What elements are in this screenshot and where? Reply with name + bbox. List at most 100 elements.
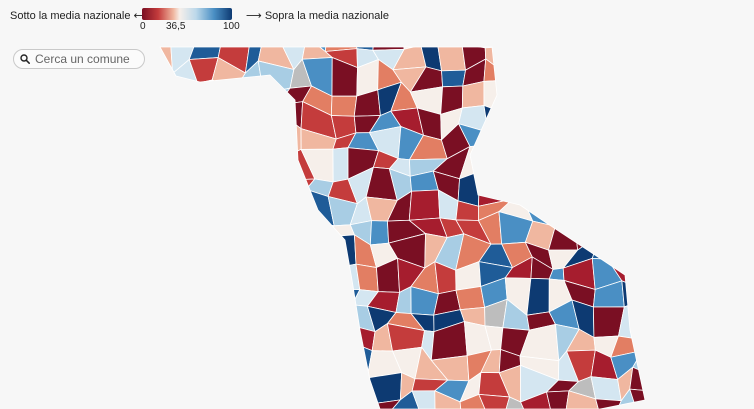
municipality-area[interactable] xyxy=(565,79,592,113)
municipality-area[interactable] xyxy=(255,374,289,398)
municipality-area[interactable] xyxy=(705,323,732,354)
municipality-area[interactable] xyxy=(391,390,424,409)
municipality-area[interactable] xyxy=(750,315,754,335)
municipality-area[interactable] xyxy=(140,201,155,223)
municipality-area[interactable] xyxy=(321,342,358,383)
municipality-area[interactable] xyxy=(58,23,93,52)
municipality-area[interactable] xyxy=(59,84,96,117)
municipality-area[interactable] xyxy=(80,152,118,177)
municipality-area[interactable] xyxy=(172,368,195,399)
municipality-area[interactable] xyxy=(176,159,198,183)
municipality-area[interactable] xyxy=(265,357,289,377)
municipality-area[interactable] xyxy=(655,103,691,134)
municipality-area[interactable] xyxy=(125,155,154,176)
municipality-area[interactable] xyxy=(244,220,271,249)
municipality-area[interactable] xyxy=(234,89,270,117)
municipality-area[interactable] xyxy=(478,171,514,207)
municipality-area[interactable] xyxy=(188,217,226,242)
municipality-area[interactable] xyxy=(159,357,174,373)
municipality-area[interactable] xyxy=(80,173,119,199)
municipality-area[interactable] xyxy=(523,123,557,159)
municipality-area[interactable] xyxy=(138,233,147,266)
municipality-area[interactable] xyxy=(188,44,222,60)
municipality-area[interactable] xyxy=(149,37,174,74)
municipality-area[interactable] xyxy=(0,65,7,83)
municipality-area[interactable] xyxy=(117,69,129,84)
municipality-area[interactable] xyxy=(551,0,572,3)
municipality-area[interactable] xyxy=(616,146,645,184)
municipality-area[interactable] xyxy=(149,397,185,409)
municipality-area[interactable] xyxy=(213,346,251,383)
municipality-area[interactable] xyxy=(154,167,184,206)
municipality-area[interactable] xyxy=(0,302,8,326)
municipality-area[interactable] xyxy=(189,277,221,309)
municipality-area[interactable] xyxy=(15,151,47,177)
municipality-area[interactable] xyxy=(708,134,728,163)
municipality-area[interactable] xyxy=(652,348,688,383)
municipality-area[interactable] xyxy=(544,79,581,112)
municipality-area[interactable] xyxy=(586,146,621,184)
municipality-area[interactable] xyxy=(153,136,184,163)
municipality-area[interactable] xyxy=(613,24,643,52)
municipality-area[interactable] xyxy=(699,37,732,66)
municipality-area[interactable] xyxy=(520,391,555,409)
municipality-area[interactable] xyxy=(153,304,179,339)
municipality-area[interactable] xyxy=(654,391,690,409)
municipality-area[interactable] xyxy=(287,375,311,396)
municipality-area[interactable] xyxy=(0,244,1,270)
municipality-area[interactable] xyxy=(16,194,52,220)
municipality-area[interactable] xyxy=(0,151,21,185)
municipality-area[interactable] xyxy=(217,305,250,334)
municipality-area[interactable] xyxy=(18,278,50,308)
municipality-area[interactable] xyxy=(188,236,214,261)
municipality-area[interactable] xyxy=(586,126,621,157)
municipality-area[interactable] xyxy=(113,223,140,239)
municipality-area[interactable] xyxy=(665,129,691,157)
municipality-area[interactable] xyxy=(175,124,202,163)
municipality-area[interactable] xyxy=(90,239,113,270)
municipality-area[interactable] xyxy=(743,234,754,260)
municipality-area[interactable] xyxy=(0,346,7,382)
municipality-area[interactable] xyxy=(543,171,574,196)
municipality-area[interactable] xyxy=(139,286,153,311)
municipality-area[interactable] xyxy=(0,177,25,202)
municipality-area[interactable] xyxy=(0,200,25,220)
municipality-area[interactable] xyxy=(104,388,132,409)
municipality-area[interactable] xyxy=(570,44,603,69)
municipality-area[interactable] xyxy=(60,170,94,199)
municipality-area[interactable] xyxy=(687,368,712,402)
municipality-area[interactable] xyxy=(116,80,137,119)
municipality-area[interactable] xyxy=(606,192,641,219)
municipality-area[interactable] xyxy=(520,27,557,53)
municipality-area[interactable] xyxy=(300,332,337,352)
search-input[interactable] xyxy=(35,52,139,66)
municipality-area[interactable] xyxy=(524,84,553,112)
municipality-area[interactable] xyxy=(109,116,137,134)
municipality-area[interactable] xyxy=(67,309,86,339)
municipality-area[interactable] xyxy=(153,84,181,108)
municipality-area[interactable] xyxy=(35,169,70,199)
municipality-area[interactable] xyxy=(622,57,644,86)
municipality-area[interactable] xyxy=(635,0,662,4)
municipality-area[interactable] xyxy=(509,180,532,200)
municipality-area[interactable] xyxy=(196,156,229,179)
municipality-area[interactable] xyxy=(81,116,115,127)
municipality-area[interactable] xyxy=(355,263,379,292)
municipality-area[interactable] xyxy=(212,256,251,294)
municipality-area[interactable] xyxy=(43,242,71,266)
municipality-area[interactable] xyxy=(740,71,754,92)
municipality-area[interactable] xyxy=(730,323,754,355)
municipality-area[interactable] xyxy=(36,369,69,401)
municipality-area[interactable] xyxy=(303,288,330,312)
municipality-area[interactable] xyxy=(729,65,754,87)
municipality-area[interactable] xyxy=(599,37,624,62)
municipality-area[interactable] xyxy=(707,199,729,214)
municipality-area[interactable] xyxy=(211,169,242,202)
municipality-area[interactable] xyxy=(0,212,1,246)
municipality-area[interactable] xyxy=(717,190,754,228)
municipality-area[interactable] xyxy=(37,113,73,138)
municipality-area[interactable] xyxy=(138,218,148,245)
municipality-area[interactable] xyxy=(589,1,621,24)
municipality-area[interactable] xyxy=(14,240,43,262)
